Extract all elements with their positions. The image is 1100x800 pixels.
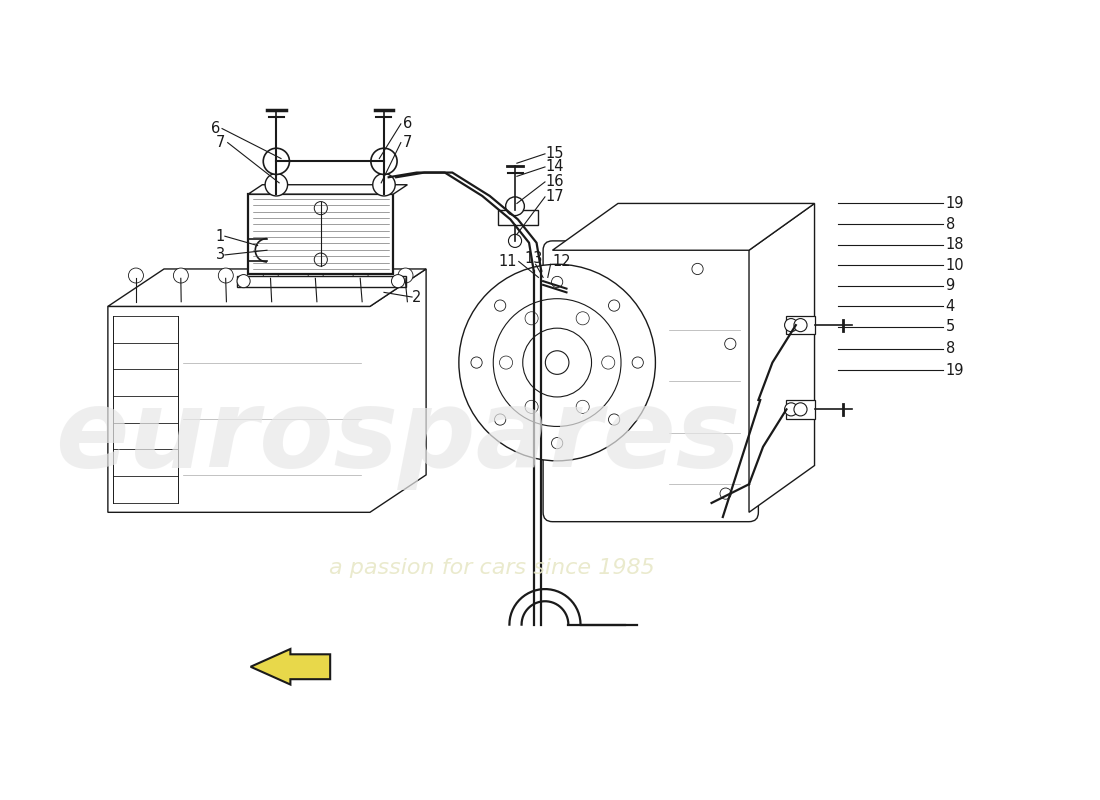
Text: 10: 10 xyxy=(946,258,965,273)
Circle shape xyxy=(174,268,188,283)
Circle shape xyxy=(522,328,592,397)
Text: 13: 13 xyxy=(525,251,543,266)
Circle shape xyxy=(392,274,405,288)
Text: 16: 16 xyxy=(544,174,563,190)
Circle shape xyxy=(551,276,563,287)
Polygon shape xyxy=(786,400,814,418)
Text: 4: 4 xyxy=(946,299,955,314)
Circle shape xyxy=(353,268,369,283)
Circle shape xyxy=(794,403,807,416)
Circle shape xyxy=(794,318,807,332)
Text: 8: 8 xyxy=(946,217,955,231)
Circle shape xyxy=(129,268,143,283)
Circle shape xyxy=(315,202,328,214)
Circle shape xyxy=(720,488,732,499)
Polygon shape xyxy=(108,269,426,512)
Polygon shape xyxy=(249,194,394,274)
Text: 3: 3 xyxy=(216,247,224,262)
Text: 12: 12 xyxy=(552,254,571,269)
Text: 9: 9 xyxy=(946,278,955,294)
Circle shape xyxy=(784,403,798,416)
Circle shape xyxy=(525,312,538,325)
Text: 17: 17 xyxy=(544,190,563,204)
Text: 7: 7 xyxy=(403,135,412,150)
Text: 6: 6 xyxy=(211,121,220,136)
Circle shape xyxy=(551,438,563,449)
Polygon shape xyxy=(749,203,814,512)
Circle shape xyxy=(308,268,323,283)
Polygon shape xyxy=(786,316,814,334)
Circle shape xyxy=(499,356,513,369)
Circle shape xyxy=(534,275,552,294)
Polygon shape xyxy=(108,269,426,306)
Circle shape xyxy=(373,174,395,196)
Polygon shape xyxy=(251,649,330,685)
Circle shape xyxy=(508,234,521,247)
Text: 1: 1 xyxy=(216,229,224,244)
Text: 8: 8 xyxy=(946,341,955,356)
Text: 6: 6 xyxy=(403,116,412,131)
Circle shape xyxy=(398,268,412,283)
Text: 11: 11 xyxy=(498,254,517,269)
Circle shape xyxy=(576,312,590,325)
Circle shape xyxy=(725,338,736,350)
Text: 18: 18 xyxy=(946,237,964,252)
Polygon shape xyxy=(249,185,407,194)
Circle shape xyxy=(692,263,703,274)
Text: 5: 5 xyxy=(946,319,955,334)
Circle shape xyxy=(236,274,250,288)
Text: a passion for cars since 1985: a passion for cars since 1985 xyxy=(329,558,654,578)
Circle shape xyxy=(471,357,482,368)
Circle shape xyxy=(576,400,590,414)
Circle shape xyxy=(459,264,656,461)
Circle shape xyxy=(493,298,622,426)
Circle shape xyxy=(495,300,506,311)
Text: 19: 19 xyxy=(946,362,964,378)
Circle shape xyxy=(265,174,287,196)
Polygon shape xyxy=(236,275,406,286)
Text: 15: 15 xyxy=(544,146,563,162)
Circle shape xyxy=(632,357,644,368)
Circle shape xyxy=(608,414,619,425)
Circle shape xyxy=(784,318,798,332)
Text: 2: 2 xyxy=(412,290,421,305)
FancyBboxPatch shape xyxy=(543,241,758,522)
Polygon shape xyxy=(552,203,814,250)
Circle shape xyxy=(495,414,506,425)
Circle shape xyxy=(263,148,289,174)
Circle shape xyxy=(218,268,233,283)
Text: 7: 7 xyxy=(216,135,224,150)
Circle shape xyxy=(506,197,525,216)
Text: 19: 19 xyxy=(946,196,964,211)
Circle shape xyxy=(315,253,328,266)
Circle shape xyxy=(608,300,619,311)
Circle shape xyxy=(525,400,538,414)
Text: eurospares: eurospares xyxy=(55,385,740,490)
Circle shape xyxy=(371,148,397,174)
Circle shape xyxy=(546,350,569,374)
Circle shape xyxy=(263,268,278,283)
Text: 14: 14 xyxy=(544,159,563,174)
Circle shape xyxy=(602,356,615,369)
Polygon shape xyxy=(498,210,538,225)
